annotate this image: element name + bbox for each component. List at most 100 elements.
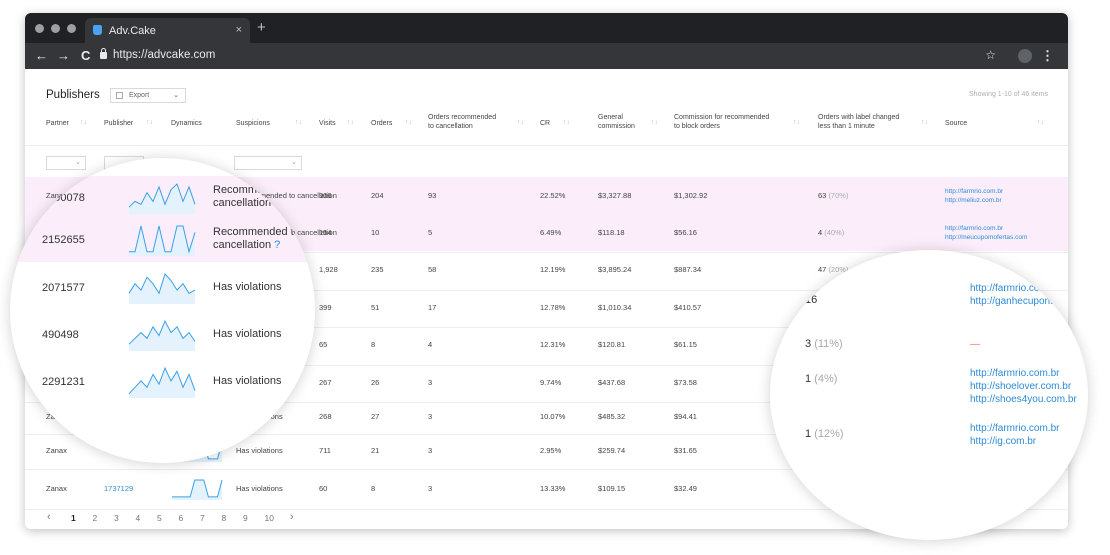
page-number[interactable]: 6 [178, 513, 184, 523]
source-link[interactable]: http://farmrio.com.br [945, 187, 1004, 195]
lock-icon [100, 48, 107, 59]
col-orders[interactable]: Orders [371, 120, 393, 127]
cr-cell: 13.33% [540, 484, 566, 493]
sort-icon[interactable]: ↑↓ [651, 119, 658, 126]
lens-row: 16 http://farmrio.com.br http://ganhecupo… [770, 280, 1088, 328]
forward-button[interactable]: → [57, 48, 70, 63]
new-tab-button[interactable]: + [257, 19, 266, 36]
prev-page-button[interactable]: ‹ [47, 511, 51, 523]
source-link[interactable]: http://shoelover.com.br [970, 381, 1072, 392]
orders-cell: 27 [371, 412, 380, 421]
suspicion-label: Has violations [213, 281, 282, 293]
sort-icon[interactable]: ↑↓ [146, 119, 153, 126]
commission-recommended-cell: $887.34 [674, 265, 702, 274]
source-link[interactable]: http://farmrio.com.br [945, 224, 1004, 232]
tab-title: Adv.Cake [109, 25, 156, 37]
label-changed-cell: 1 (4%) [805, 373, 837, 386]
col-commission-recommended[interactable]: Commission for recommended to block order… [674, 114, 770, 130]
sort-icon[interactable]: ↑↓ [347, 119, 354, 126]
window-controls[interactable] [35, 24, 76, 33]
sort-icon[interactable]: ↑↓ [1037, 119, 1044, 126]
back-button[interactable]: ← [35, 48, 48, 63]
magnifier-right: 16 http://farmrio.com.br http://ganhecupo… [770, 250, 1088, 540]
cr-cell: 12.31% [540, 340, 566, 349]
publisher-link[interactable]: 490498 [42, 329, 79, 341]
orders-recommended-cell: 58 [428, 265, 437, 274]
page-number[interactable]: 10 [264, 513, 274, 523]
general-commission-cell: $120.81 [598, 340, 626, 349]
page-number[interactable]: 5 [157, 513, 162, 523]
export-label: Export [129, 92, 150, 99]
suspicions-filter[interactable]: ⌄ [234, 156, 302, 170]
col-cr[interactable]: CR [540, 120, 551, 127]
source-link[interactable]: http://meucupomofertas.com [945, 233, 1028, 241]
partner-cell: Zanax [46, 484, 67, 493]
dynamics-sparkline [129, 225, 196, 256]
label-changed-count: 47 [818, 265, 829, 274]
chevron-down-icon: ⌄ [291, 159, 297, 166]
sort-icon[interactable]: ↑↓ [517, 119, 524, 126]
suspicion-label: Has violations [213, 375, 282, 387]
page-number[interactable]: 3 [114, 513, 119, 523]
sort-icon[interactable]: ↑↓ [295, 119, 302, 126]
page-number[interactable]: 2 [92, 513, 98, 523]
source-link[interactable]: http://farmrio.com.br [970, 423, 1060, 434]
source-link[interactable]: http://meliuz.com.br [945, 196, 1002, 204]
orders-cell: 21 [371, 446, 380, 455]
page-number[interactable]: 1 [71, 513, 76, 523]
suspicion-cell: Has violations [213, 281, 281, 294]
help-icon[interactable]: ? [274, 239, 281, 251]
publisher-link[interactable]: 1737129 [104, 484, 134, 493]
source-link[interactable]: http://ganhecupons.com.br [970, 296, 1088, 307]
suspicion-label: Recommended to [213, 184, 300, 196]
reload-button[interactable]: C [81, 48, 91, 63]
visits-cell: 399 [319, 303, 332, 312]
source-link[interactable]: http://farmrio.com.br [970, 368, 1060, 379]
sort-icon[interactable]: ↑↓ [921, 119, 928, 126]
close-tab-icon[interactable]: × [235, 24, 242, 36]
source-link[interactable]: http://farmrio.com.br [970, 283, 1060, 294]
sort-icon[interactable]: ↑↓ [80, 119, 87, 126]
col-orders-recommended[interactable]: Orders recommended to cancellation [428, 114, 497, 130]
label-changed-cell: 47 (20%) [818, 265, 848, 274]
page-number[interactable]: 8 [221, 513, 227, 523]
page-number[interactable]: 7 [200, 513, 205, 523]
page-number[interactable]: 9 [243, 513, 248, 523]
page-number[interactable]: 4 [135, 513, 141, 523]
label-changed-count: 1 [805, 428, 815, 440]
profile-avatar[interactable] [1018, 49, 1032, 63]
lens-row: 490498 Has violations [10, 313, 315, 357]
publisher-link[interactable]: 2152655 [42, 234, 85, 246]
sort-icon[interactable]: ↑↓ [793, 119, 800, 126]
browser-menu-button[interactable]: ⋮ [1041, 48, 1054, 63]
help-icon[interactable]: ? [274, 197, 281, 209]
source-link[interactable]: http://shoes4you.com.br [970, 394, 1077, 405]
label-changed-percent: (40%) [824, 228, 845, 237]
col-partner[interactable]: Partner [46, 120, 69, 127]
col-source[interactable]: Source [945, 120, 968, 127]
bookmark-star-icon[interactable]: ☆ [985, 48, 996, 62]
export-dropdown[interactable]: Export ⌄ [110, 88, 186, 103]
partner-filter[interactable]: ⌄ [46, 156, 86, 170]
lens-row: 1 (4%) http://farmrio.com.br http://shoelo… [770, 365, 1088, 413]
sort-icon[interactable]: ↑↓ [405, 119, 412, 126]
publisher-link[interactable]: 2071577 [42, 282, 85, 294]
sort-icon[interactable]: ↑↓ [563, 119, 570, 126]
col-suspicions[interactable]: Suspicions [236, 120, 270, 127]
col-visits[interactable]: Visits [319, 120, 336, 127]
browser-tab[interactable]: Adv.Cake × [85, 18, 250, 43]
source-list: — [970, 332, 980, 351]
col-general-commission[interactable]: General commission [598, 114, 635, 130]
col-publisher[interactable]: Publisher [104, 120, 134, 127]
url-field[interactable]: https://advcake.com [113, 49, 216, 61]
publisher-link[interactable]: 2290078 [42, 192, 85, 204]
col-label-changed[interactable]: Orders with label changed less than 1 min… [818, 114, 900, 130]
source-link[interactable]: http://ig.com.br [970, 436, 1037, 447]
visits-cell: 60 [319, 484, 328, 493]
suspicion-label: Recommended to [213, 226, 300, 238]
orders-cell: 235 [371, 265, 384, 274]
dynamics-sparkline [128, 183, 196, 214]
publisher-link[interactable]: 2291231 [42, 376, 85, 388]
next-page-button[interactable]: › [290, 511, 294, 523]
suspicion-label: cancellation [213, 197, 275, 209]
